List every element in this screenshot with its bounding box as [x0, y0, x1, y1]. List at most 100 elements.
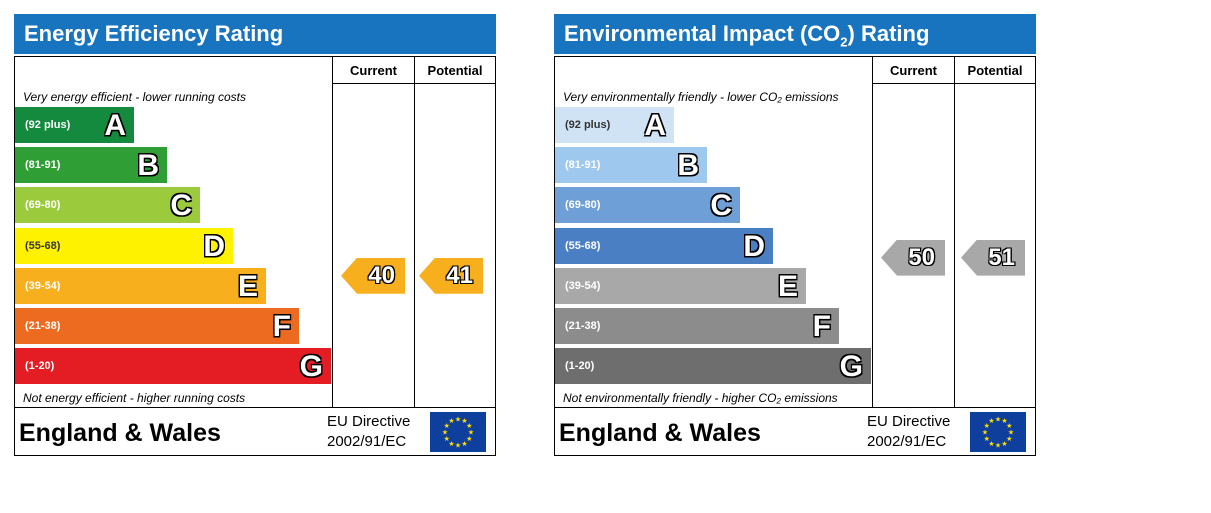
flag-star-icon: ★ — [444, 435, 450, 443]
band-a: (92 plus) A — [555, 107, 674, 143]
band-letter: D — [743, 229, 765, 263]
chart-title: Energy Efficiency Rating — [14, 14, 496, 54]
band-range-label: (81-91) — [565, 159, 601, 172]
band-letter: D — [203, 229, 225, 263]
band-g: (1-20) G — [555, 348, 871, 385]
directive-line-2: 2002/91/EC — [867, 433, 947, 450]
eu-flag-icon: ★★★★★★★★★ ★ ★★ — [430, 412, 486, 452]
flag-star-icon: ★ — [444, 422, 450, 430]
band-letter: E — [237, 269, 258, 303]
flag-star-icon: ★ — [1001, 440, 1007, 448]
region-label: England & Wales — [559, 419, 761, 447]
flag-star-icon: ★ — [448, 417, 454, 425]
title-suffix: ) Rating — [847, 21, 930, 46]
band-range-label: (92 plus) — [565, 119, 611, 131]
band-letter: G — [839, 350, 863, 384]
band-e: (39-54) E — [555, 267, 806, 304]
band-b: (81-91) B — [15, 147, 167, 184]
flag-star-icon: ★ — [1001, 417, 1007, 425]
potential-column-header: Potential — [967, 63, 1023, 78]
chart-title: Environmental Impact (CO2) Rating — [554, 14, 1036, 54]
bottom-note: Not energy efficient - higher running co… — [23, 391, 246, 405]
band-range-label: (1-20) — [565, 360, 595, 373]
band-letter: G — [299, 350, 323, 384]
flag-star-icon: ★ — [461, 440, 467, 448]
band-range-label: (81-91) — [25, 159, 61, 172]
band-f: (21-38) F — [555, 308, 839, 344]
band-range-label: (21-38) — [565, 320, 601, 332]
title-subscript: 2 — [840, 34, 848, 50]
flag-star-icon: ★ — [455, 416, 461, 424]
band-letter: C — [710, 189, 732, 223]
band-range-label: (39-54) — [565, 279, 601, 292]
header-divider — [332, 83, 495, 84]
band-letter: A — [644, 109, 666, 142]
flag-star-icon: ★ — [984, 435, 990, 443]
flag-star-icon: ★ — [461, 417, 467, 425]
potential-rating-arrow: 51 — [961, 239, 1025, 276]
band-letter: B — [677, 149, 699, 183]
flag-star-icon: ★ — [995, 416, 1001, 424]
band-range-label: (21-38) — [25, 320, 61, 332]
flag-star-icon: ★ — [1008, 429, 1014, 437]
band-b: (81-91) B — [555, 147, 707, 184]
eu-directive: EU Directive 2002/91/EC — [867, 412, 950, 452]
flag-star-icon: ★ — [442, 429, 448, 437]
eu-flag-icon: ★★★★★★★★★ ★ ★★ — [970, 412, 1026, 452]
title-prefix: Environmental Impact (CO — [564, 21, 841, 46]
region-label: England & Wales — [19, 419, 221, 447]
directive-line-2: 2002/91/EC — [327, 433, 407, 450]
band-letter: F — [272, 310, 291, 343]
band-range-label: (1-20) — [25, 360, 55, 373]
band-d: (55-68) D — [15, 227, 233, 264]
band-range-label: (69-80) — [565, 199, 601, 212]
band-g: (1-20) G — [15, 348, 331, 385]
directive-line-1: EU Directive — [867, 413, 951, 430]
band-range-label: (55-68) — [25, 239, 61, 252]
flag-star-icon: ★ — [466, 435, 472, 443]
band-e: (39-54) E — [15, 267, 266, 304]
footer-divider — [15, 407, 495, 408]
band-d: (55-68) D — [555, 227, 773, 264]
flag-star-icon: ★ — [1006, 422, 1012, 430]
band-c: (69-80) C — [15, 187, 200, 224]
current-column-header: Current — [350, 63, 397, 78]
bottom-note: Not environmentally friendly - higher CO… — [563, 391, 838, 405]
band-letter: C — [170, 189, 192, 223]
eu-directive: EU Directive 2002/91/EC — [327, 412, 410, 452]
flag-star-icon: ★ — [455, 442, 461, 450]
directive-line-1: EU Directive — [327, 413, 411, 430]
column-divider — [872, 57, 873, 407]
flag-star-icon: ★ — [982, 429, 988, 437]
footer-divider — [555, 407, 1035, 408]
band-letter: B — [137, 149, 159, 183]
band-range-label: (92 plus) — [25, 119, 71, 131]
flag-star-icon: ★ — [468, 429, 474, 437]
top-note: Very energy efficient - lower running co… — [23, 90, 246, 104]
flag-star-icon: ★ — [988, 417, 994, 425]
band-a: (92 plus) A — [15, 107, 134, 143]
flag-star-icon: ★ — [1006, 435, 1012, 443]
band-letter: F — [812, 310, 831, 343]
flag-star-icon: ★ — [466, 422, 472, 430]
current-rating-arrow: 40 — [341, 257, 405, 294]
flag-star-icon: ★ — [448, 440, 454, 448]
band-range-label: (39-54) — [25, 279, 61, 292]
band-f: (21-38) F — [15, 308, 299, 344]
potential-rating-arrow: 41 — [419, 257, 483, 294]
band-range-label: (69-80) — [25, 199, 61, 212]
band-letter: A — [104, 109, 126, 142]
band-c: (69-80) C — [555, 187, 740, 224]
energy-efficiency-chart: Energy Efficiency Rating Current Potenti… — [14, 14, 496, 456]
environmental-impact-chart: Environmental Impact (CO2) Rating Curren… — [554, 14, 1036, 456]
current-rating-arrow: 50 — [881, 239, 945, 276]
potential-column-header: Potential — [427, 63, 483, 78]
band-range-label: (55-68) — [565, 239, 601, 252]
column-divider — [954, 57, 955, 407]
column-divider — [414, 57, 415, 407]
flag-star-icon: ★ — [988, 440, 994, 448]
column-divider — [332, 57, 333, 407]
header-divider — [872, 83, 1035, 84]
flag-star-icon: ★ — [995, 442, 1001, 450]
flag-star-icon: ★ — [984, 422, 990, 430]
